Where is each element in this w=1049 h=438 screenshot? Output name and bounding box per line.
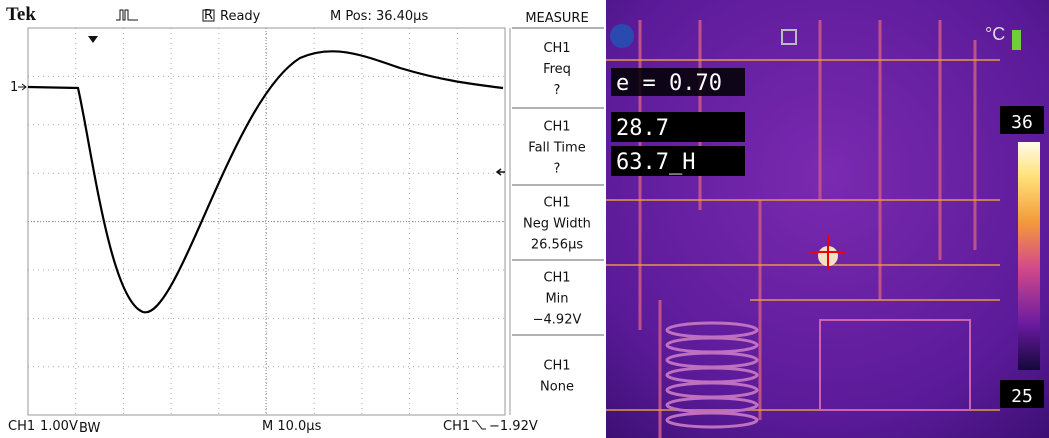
measure-label: Fall Time [528,141,585,156]
scale-max-box [1000,106,1044,134]
measure-channel: CH1 [543,120,570,135]
coil [665,411,759,429]
falling-edge-icon [472,420,486,430]
trigger-icon [116,9,138,21]
graticule-border [27,27,506,416]
scale-max: 36 [1011,112,1033,133]
trigger-position-marker [88,36,98,43]
color-scale [1018,142,1040,370]
footer-timebase: M 10.0μs [262,419,322,434]
measure-label: Min [545,292,568,307]
measure-value: ? [554,83,561,98]
thermal-image: °C e = 0.70 28.7 63.7_H 36 25 [606,0,1049,438]
measure-channel: CH1 [543,359,570,374]
measure-value: 26.56μs [531,238,583,253]
humidity-box [611,146,745,176]
footer-channel: CH1 [8,419,35,434]
channel-marker: 1 [10,80,18,95]
footer-trigger-channel: CH1 [443,419,470,434]
emissivity-box [611,68,745,96]
footer-trigger-level: −1.92V [489,419,538,434]
waveform [27,50,504,314]
measure-channel: CH1 [543,196,570,211]
measure-panel: MEASURE CH1 Freq? CH1 Fall Time? CH1 Neg Widt… [509,11,604,415]
scope-background [0,0,606,438]
channel-arrow [18,83,27,91]
brand: Tek [6,4,36,25]
footer-scale: 1.00V [40,419,78,434]
emissivity: e = 0.70 [616,71,722,96]
temperature: 28.7 [616,116,669,141]
status: Ready [220,9,261,24]
mode-icon [610,24,634,48]
measure-channel: CH1 [543,271,570,286]
status-icon-box [202,9,215,22]
lock-icon [781,29,797,45]
temperature-box [611,112,745,142]
position: M Pos: 36.40μs [330,9,428,24]
unit: °C [985,24,1005,44]
measure-value: −4.92V [533,313,582,328]
measure-channel: CH1 [543,41,570,56]
battery-icon [1012,30,1021,50]
crosshair [810,236,846,270]
oscilloscope: Tek R Ready M Pos: 36.40μs 1 MEASURE CH1… [0,0,606,438]
measure-label: None [540,380,574,395]
footer-bandwidth: BW [79,421,100,436]
measure-value: ? [554,162,561,177]
scale-min-box [1000,380,1044,408]
frame [819,319,971,411]
scale-min: 25 [1011,386,1033,407]
measure-label: Freq [543,62,571,77]
measure-label: Neg Width [523,217,591,232]
trigger-level-marker [495,168,505,176]
measure-title: MEASURE [525,11,588,26]
status-icon: R [204,8,213,23]
humidity: 63.7_H [616,150,695,175]
thermal-structures [606,20,1000,438]
